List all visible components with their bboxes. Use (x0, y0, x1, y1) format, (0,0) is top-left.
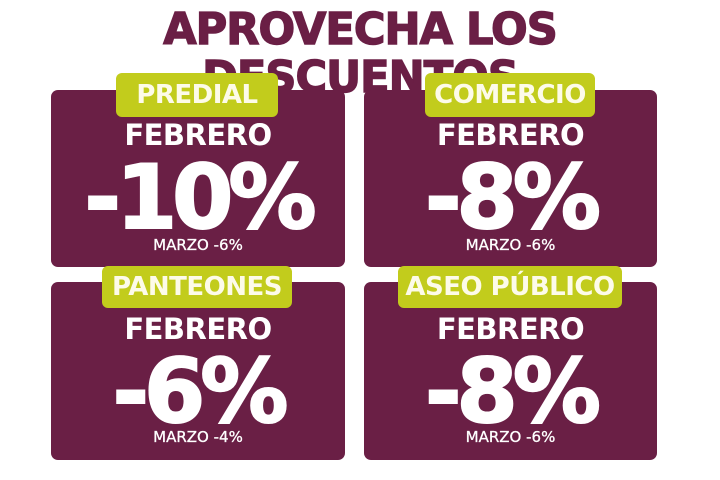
category-tab-predial: PREDIAL (116, 73, 278, 117)
secondary-discount: MARZO -6% (153, 236, 243, 254)
discount-value: -10% (83, 146, 317, 249)
discount-card-panteones: FEBRERO -6% MARZO -4% (51, 282, 345, 460)
secondary-discount: MARZO -6% (465, 428, 556, 446)
discount-card-aseo-publico: FEBRERO -8% MARZO -6% (364, 282, 657, 460)
category-tab-comercio: COMERCIO (425, 73, 595, 117)
discount-value: -6% (112, 340, 290, 443)
category-tab-panteones: PANTEONES (102, 266, 292, 308)
month-label: FEBRERO (124, 118, 272, 152)
secondary-discount: MARZO -6% (465, 236, 556, 254)
month-label: FEBRERO (124, 312, 272, 346)
month-label: FEBRERO (436, 118, 585, 152)
month-label: FEBRERO (436, 312, 585, 346)
discount-card-predial: FEBRERO -10% MARZO -6% (51, 90, 345, 267)
headline: APROVECHA LOS DESCUENTOS (163, 4, 559, 103)
discount-value: -8% (424, 340, 602, 443)
secondary-discount: MARZO -4% (153, 428, 243, 446)
category-tab-aseo-publico: ASEO PÚBLICO (398, 266, 622, 308)
discount-value: -8% (424, 146, 602, 249)
discount-card-comercio: FEBRERO -8% MARZO -6% (364, 90, 657, 267)
